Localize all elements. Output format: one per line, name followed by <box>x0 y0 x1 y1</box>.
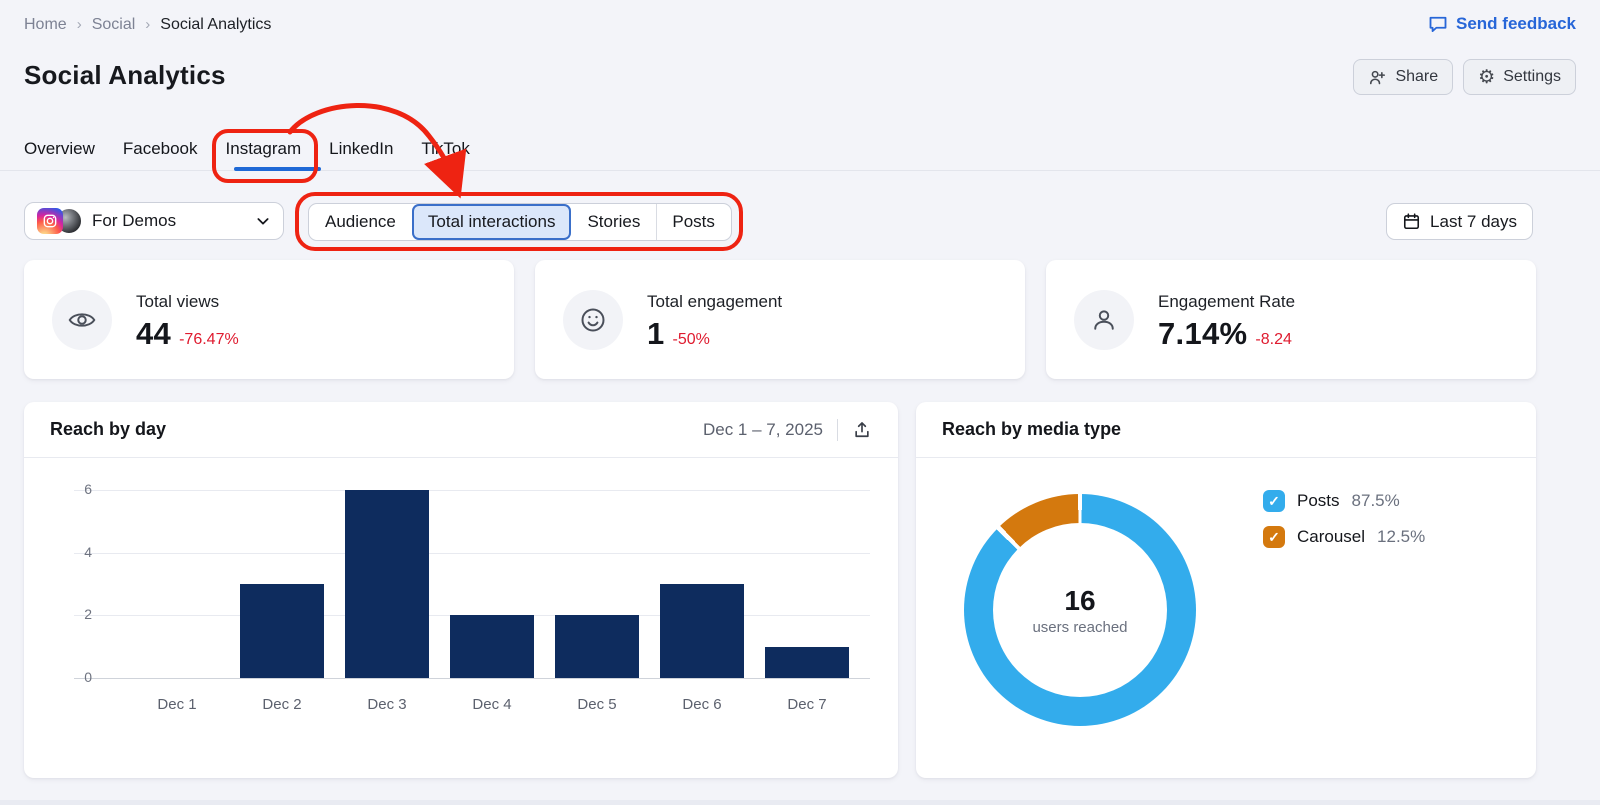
date-range-label: Last 7 days <box>1430 211 1517 231</box>
subtab-total-interactions[interactable]: Total interactions <box>411 204 572 240</box>
gridline <box>74 552 870 554</box>
legend-label: Carousel <box>1297 527 1366 546</box>
tab-overview[interactable]: Overview <box>24 139 95 158</box>
metric-card-engagement-rate: Engagement Rate 7.14% -8.24 <box>1046 260 1536 379</box>
account-selector[interactable]: For Demos <box>24 202 284 240</box>
metric-value: 44 <box>136 316 172 351</box>
metric-delta: -50% <box>672 331 710 348</box>
legend-item-carousel[interactable]: ✓ Carousel 12.5% <box>1263 526 1425 548</box>
reach-by-media-type-card: Reach by media type 16 users reached ✓ P… <box>916 402 1536 778</box>
chevron-right-icon: › <box>76 15 82 33</box>
donut-center-label: users reached <box>1032 618 1128 636</box>
divider <box>837 418 838 441</box>
tabs-divider <box>0 170 1600 171</box>
y-axis-tick: 0 <box>84 669 92 685</box>
chart-period: Dec 1 – 7, 2025 <box>702 419 823 439</box>
chevron-right-icon: › <box>145 15 151 33</box>
date-range-button[interactable]: Last 7 days <box>1386 203 1533 240</box>
metric-label: Total views <box>136 292 220 311</box>
tab-tiktok[interactable]: TikTok <box>421 139 470 158</box>
metric-delta: -76.47% <box>179 331 239 348</box>
person-icon <box>1074 290 1134 350</box>
donut-center-value: 16 <box>1064 584 1096 616</box>
tab-instagram[interactable]: Instagram <box>225 139 302 158</box>
person-plus-icon <box>1368 68 1387 87</box>
y-axis-tick: 2 <box>84 606 92 623</box>
legend-label: Posts <box>1297 491 1340 510</box>
instagram-icon <box>37 208 63 234</box>
subtab-posts[interactable]: Posts <box>656 204 731 240</box>
subtab-stories[interactable]: Stories <box>587 212 641 231</box>
metric-card-total-engagement: Total engagement 1 -50% <box>535 260 1025 379</box>
metric-card-total-views: Total views 44 -76.47% <box>24 260 514 379</box>
metric-delta: -8.24 <box>1255 331 1292 348</box>
breadcrumb-social[interactable]: Social <box>91 16 136 33</box>
x-axis-tick: Dec 4 <box>472 696 512 713</box>
x-axis-tick: Dec 2 <box>262 696 302 713</box>
donut-chart <box>964 494 1196 726</box>
smiley-icon <box>563 290 623 350</box>
legend-percent: 12.5% <box>1377 527 1426 546</box>
bar <box>555 615 639 678</box>
chevron-down-icon <box>255 213 271 229</box>
bar <box>240 584 324 678</box>
x-axis-tick: Dec 3 <box>367 696 407 713</box>
checkbox-checked-icon[interactable]: ✓ <box>1263 526 1285 548</box>
y-axis-tick: 6 <box>84 481 92 497</box>
checkbox-checked-icon[interactable]: ✓ <box>1263 490 1285 512</box>
gear-icon: ⚙ <box>1478 66 1496 88</box>
x-axis-tick: Dec 7 <box>787 696 827 713</box>
legend-percent: 87.5% <box>1351 491 1400 510</box>
feedback-bubble-icon <box>1428 14 1448 34</box>
x-axis-tick: Dec 6 <box>682 696 722 713</box>
subtab-audience[interactable]: Audience <box>325 212 396 231</box>
share-button[interactable]: Share <box>1353 59 1454 95</box>
breadcrumb: Home › Social › Social Analytics <box>24 16 271 34</box>
account-name: For Demos <box>92 211 177 230</box>
settings-button[interactable]: ⚙ Settings <box>1463 59 1576 95</box>
settings-label: Settings <box>1503 68 1561 85</box>
x-axis-tick: Dec 5 <box>577 696 617 713</box>
reach-by-day-card: Reach by day Dec 1 – 7, 2025 0 2 4 6 Dec 1 De… <box>24 402 898 778</box>
breadcrumb-home[interactable]: Home <box>24 16 67 33</box>
metric-label: Engagement Rate <box>1158 292 1296 311</box>
reach-by-media-type-title: Reach by media type <box>942 419 1122 439</box>
reach-by-day-title: Reach by day <box>50 419 167 439</box>
bar <box>450 615 534 678</box>
metric-label: Total engagement <box>647 292 783 311</box>
legend-item-posts[interactable]: ✓ Posts 87.5% <box>1263 490 1425 512</box>
bar <box>765 646 849 678</box>
tab-facebook[interactable]: Facebook <box>122 139 198 158</box>
bar <box>345 490 429 678</box>
reach-by-day-plot: 0 2 4 6 Dec 1 Dec 2 Dec 3 Dec 4 Dec 5 Dec 6 Dec 7 <box>24 458 898 778</box>
page-title: Social Analytics <box>24 60 226 90</box>
metric-value: 1 <box>647 316 665 351</box>
export-icon[interactable] <box>852 420 872 440</box>
x-axis-tick: Dec 1 <box>157 696 197 713</box>
tab-linkedin[interactable]: LinkedIn <box>329 139 394 158</box>
gridline <box>74 490 870 491</box>
bar <box>660 584 744 678</box>
gridline <box>74 678 870 679</box>
report-subtabs: Audience Total interactions Stories Post… <box>308 203 732 241</box>
eye-icon <box>52 290 112 350</box>
y-axis-tick: 4 <box>84 543 92 560</box>
feedback-label: Send feedback <box>1456 14 1576 33</box>
breadcrumb-current: Social Analytics <box>160 16 272 33</box>
calendar-icon <box>1402 212 1421 231</box>
donut-legend: ✓ Posts 87.5% ✓ Carousel 12.5% <box>1263 490 1425 548</box>
page-bottom-edge <box>0 800 1600 805</box>
send-feedback-link[interactable]: Send feedback <box>1428 14 1576 34</box>
active-tab-underline <box>234 167 321 171</box>
metric-value: 7.14% <box>1158 316 1248 351</box>
share-label: Share <box>1395 68 1439 85</box>
